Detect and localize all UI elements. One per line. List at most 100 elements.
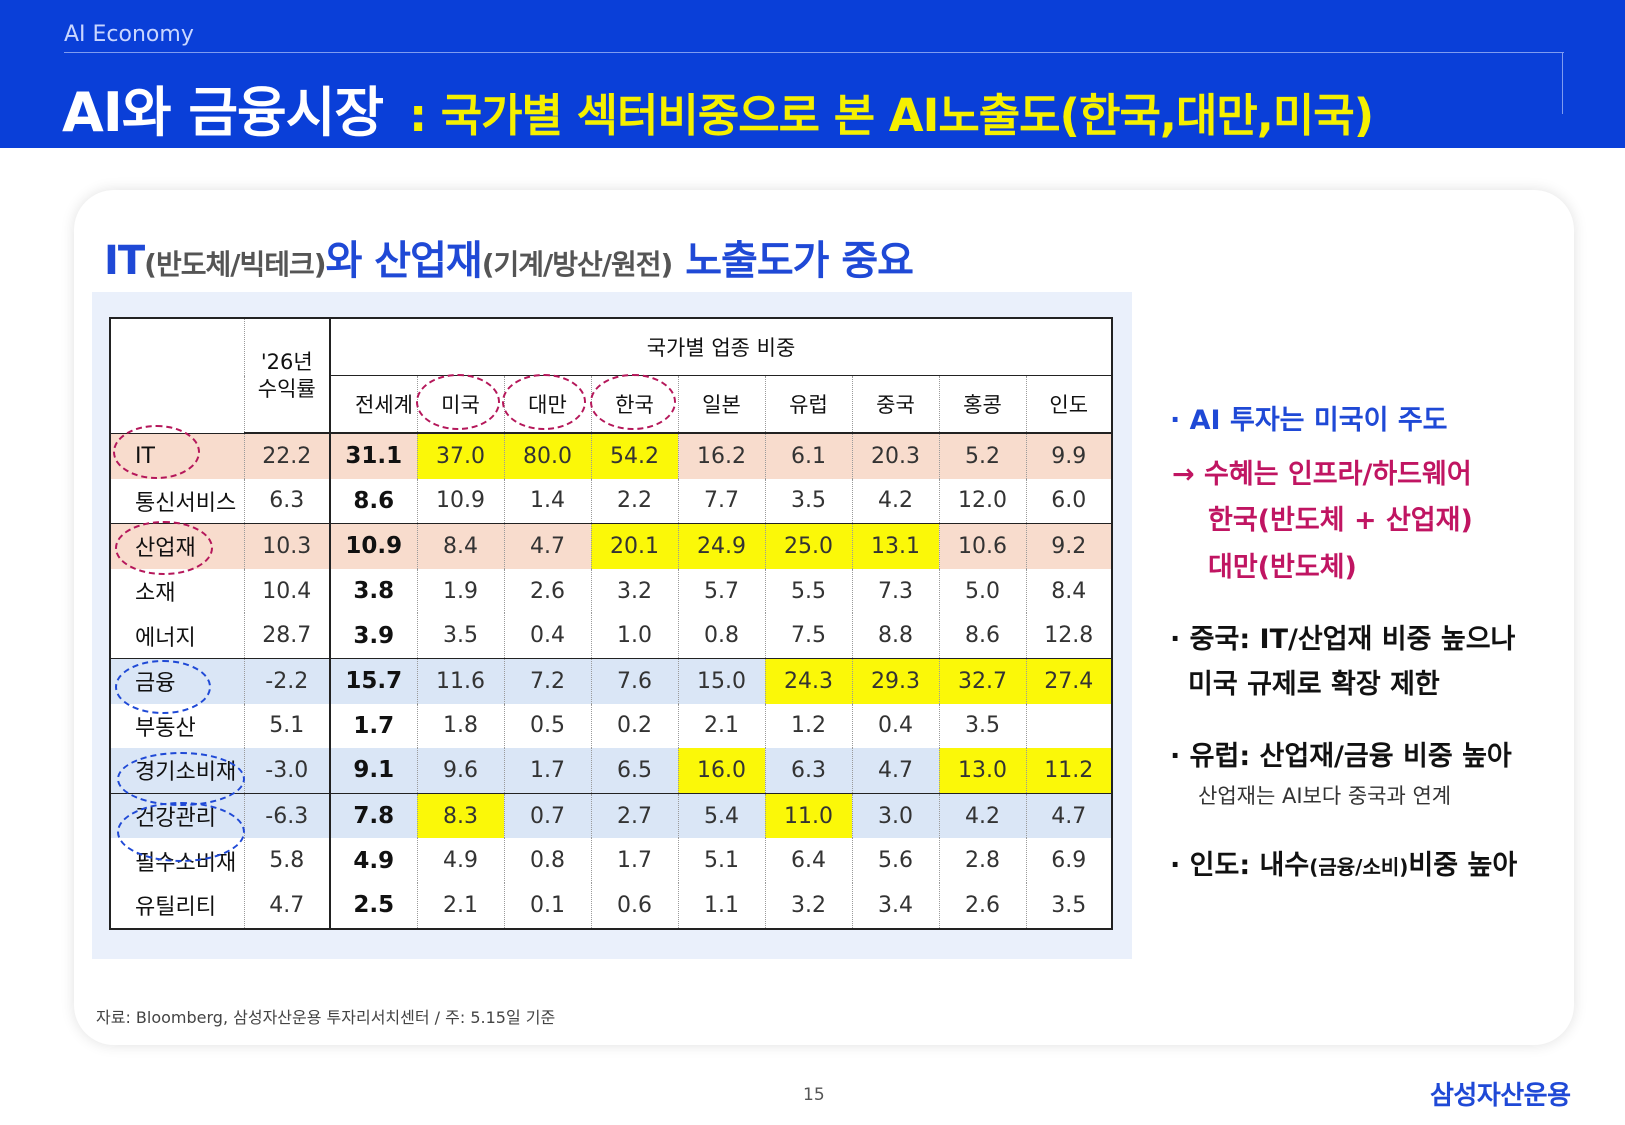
world-weight-cell: 1.7	[329, 703, 417, 749]
weight-cell: 24.9	[677, 523, 765, 569]
weight-cell: 6.9	[1025, 838, 1112, 883]
weight-cell: 5.4	[677, 792, 765, 839]
weight-cell: 6.0	[1025, 478, 1112, 524]
weight-cell: 0.1	[503, 882, 591, 929]
world-weight-cell: 8.6	[329, 478, 417, 524]
weight-cell: 1.7	[503, 748, 591, 794]
weight-cell: 11.6	[416, 657, 504, 704]
world-weight-cell: 15.7	[329, 657, 417, 704]
weight-cell: 13.1	[851, 523, 939, 569]
weight-cell: 5.0	[938, 568, 1026, 614]
return-cell: 10.3	[243, 523, 330, 569]
note-europe-sub: 산업재는 AI보다 중국과 연계	[1198, 784, 1452, 808]
column-header: 한국	[590, 375, 678, 434]
weight-cell: 4.2	[851, 478, 939, 524]
weight-cell: 1.7	[590, 838, 678, 883]
headline: IT(반도체/빅테크)와 산업재(기계/방산/원전) 노출도가 중요	[104, 228, 914, 286]
return-header: '26년 수익률	[243, 318, 330, 434]
weight-cell: 3.0	[851, 792, 939, 839]
column-header: 일본	[677, 375, 765, 434]
note-beneficiaries: → 수혜는 인프라/하드웨어	[1172, 459, 1472, 490]
weight-cell: 6.3	[764, 748, 852, 794]
weight-cell: 12.8	[1025, 613, 1112, 659]
world-weight-cell: 3.9	[329, 613, 417, 659]
weight-cell: 8.4	[1025, 568, 1112, 614]
headline-tail: 노출도가 중요	[672, 238, 914, 284]
return-cell: -6.3	[243, 792, 330, 839]
weight-cell: 3.5	[1025, 882, 1112, 929]
sector-label: 통신서비스	[135, 490, 237, 516]
column-header-row: 전세계 미국 대만 한국 일본 유럽 중국 홍콩 인도	[110, 375, 1112, 434]
table-row: 유틸리티 4.7 2.5 2.1 0.1 0.6 1.1 3.2 3.4 2.6 3.5	[110, 882, 1112, 929]
return-cell: 6.3	[243, 478, 330, 524]
table-row: 경기소비재 -3.0 9.1 9.6 1.7 6.5 16.0 6.3 4.7 13.0 11.2	[110, 748, 1112, 794]
weight-cell: 7.3	[851, 568, 939, 614]
weight-cell: 10.9	[416, 478, 504, 524]
weight-cell: 2.1	[677, 703, 765, 749]
weight-cell: 7.6	[590, 657, 678, 704]
sector-weight-table: '26년 수익률 국가별 업종 비중 전세계 미국 대만 한국 일본 유럽 중국 홍콩 인도 IT…	[109, 317, 1113, 930]
table-row: IT 22.2 31.1 37.0 80.0 54.2 16.2 6.1 20.3 5.2 9.9	[110, 432, 1112, 479]
slide-header: AI Economy AI와 금융시장: 국가별 섹터비중으로 본 AI노출도(…	[0, 0, 1625, 148]
weight-cell: 4.7	[503, 523, 591, 569]
weight-cell: 24.3	[764, 657, 852, 704]
weight-cell: 80.0	[503, 432, 591, 479]
title-main: AI와 금융시장	[62, 81, 384, 144]
sector-label: 금융	[110, 657, 244, 704]
weight-cell: 2.7	[590, 792, 678, 839]
weight-cell: 3.2	[590, 568, 678, 614]
table-row: 에너지 28.7 3.9 3.5 0.4 1.0 0.8 7.5 8.8 8.6 12.8	[110, 613, 1112, 659]
table-row: 건강관리 -6.3 7.8 8.3 0.7 2.7 5.4 11.0 3.0 4.2 4.7	[110, 792, 1112, 839]
weight-cell: 5.6	[851, 838, 939, 883]
weight-cell: 6.1	[764, 432, 852, 479]
weight-cell: 11.2	[1025, 748, 1112, 794]
table-row: 필수소비재 5.8 4.9 4.9 0.8 1.7 5.1 6.4 5.6 2.8 6.9	[110, 838, 1112, 883]
sector-label: 건강관리	[110, 792, 244, 839]
sector-label: 부동산	[135, 715, 196, 741]
weight-cell: 2.6	[503, 568, 591, 614]
weight-cell: 7.7	[677, 478, 765, 524]
world-weight-cell: 9.1	[329, 748, 417, 794]
header-rule	[64, 52, 1564, 53]
return-cell: 10.4	[243, 568, 330, 614]
weight-cell: 3.5	[416, 613, 504, 659]
weight-cell: 5.1	[677, 838, 765, 883]
weight-cell: 5.7	[677, 568, 765, 614]
note-taiwan: 대만(반도체)	[1208, 552, 1357, 583]
weight-cell: 8.6	[938, 613, 1026, 659]
table-row: 소재 10.4 3.8 1.9 2.6 3.2 5.7 5.5 7.3 5.0 8.4	[110, 568, 1112, 614]
weight-cell: 2.2	[590, 478, 678, 524]
headline-industrials-paren: (기계/방산/원전)	[481, 248, 674, 281]
column-header: 미국	[416, 375, 504, 434]
table-row: 산업재 10.3 10.9 8.4 4.7 20.1 24.9 25.0 13.1 10.6 9.2	[110, 523, 1112, 569]
weight-cell: 6.4	[764, 838, 852, 883]
table-body: IT 22.2 31.1 37.0 80.0 54.2 16.2 6.1 20.3 5.2 9.9 통…	[110, 432, 1112, 929]
column-header: 전세계	[329, 375, 417, 434]
weight-cell: 0.7	[503, 792, 591, 839]
return-cell: 22.2	[243, 432, 330, 479]
weight-cell: 2.1	[416, 882, 504, 929]
weight-cell	[1025, 703, 1112, 749]
weight-cell: 54.2	[590, 432, 678, 479]
return-cell: 28.7	[243, 613, 330, 659]
sector-label: 경기소비재	[110, 748, 244, 794]
weight-cell: 9.2	[1025, 523, 1112, 569]
note-china-2: 미국 규제로 확장 제한	[1188, 669, 1440, 700]
weight-cell: 2.6	[938, 882, 1026, 929]
weight-cell: 4.7	[1025, 792, 1112, 839]
weight-cell: 1.4	[503, 478, 591, 524]
weight-cell: 0.6	[590, 882, 678, 929]
table-row: 부동산 5.1 1.7 1.8 0.5 0.2 2.1 1.2 0.4 3.5	[110, 703, 1112, 749]
table-row: 금융 -2.2 15.7 11.6 7.2 7.6 15.0 24.3 29.3 32.7 27.4	[110, 657, 1112, 704]
weight-cell: 1.1	[677, 882, 765, 929]
section-label: AI Economy	[64, 22, 194, 47]
page-number: 15	[803, 1085, 825, 1105]
weight-cell: 3.5	[938, 703, 1026, 749]
weight-cell: 8.3	[416, 792, 504, 839]
note-us-leads: · AI 투자는 미국이 주도	[1170, 405, 1448, 436]
weight-cell: 1.9	[416, 568, 504, 614]
weight-cell: 0.4	[851, 703, 939, 749]
corner-cell	[110, 318, 244, 433]
return-cell: 4.7	[243, 882, 330, 929]
weight-cell: 27.4	[1025, 657, 1112, 704]
